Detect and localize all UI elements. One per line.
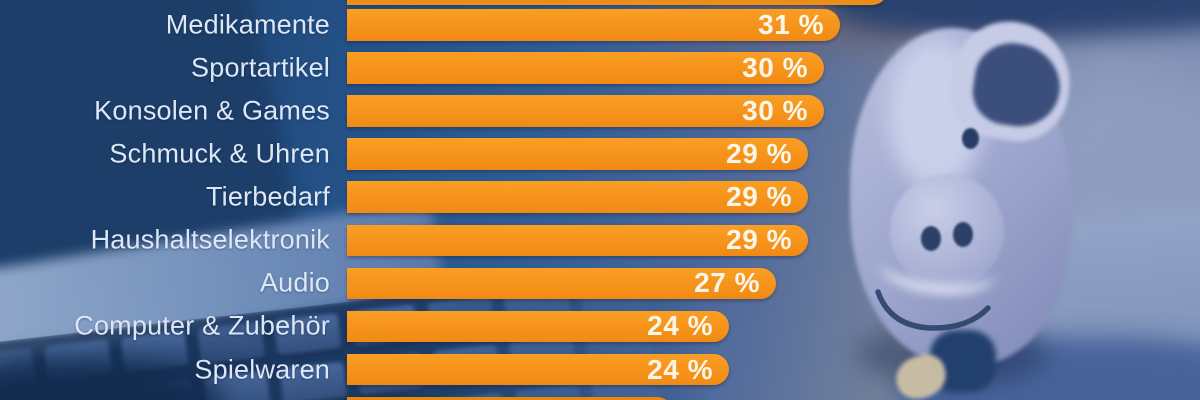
value-label: 30 % [742,94,808,126]
category-label: Schmuck & Uhren [109,138,330,169]
value-bar: 27 % [347,267,776,300]
chart-row: Sportartikel 30 % [0,52,1200,84]
category-label: Haushaltselektronik [90,224,330,255]
pig-nostril [953,222,973,247]
cutoff-bar-bottom [347,397,673,400]
value-label: 24 % [647,353,713,385]
pig-snout [890,174,1004,288]
pig-nostril [921,226,941,251]
category-label: Computer & Zubehör [74,310,330,341]
chart-row: Tierbedarf 29 % [0,181,1200,213]
chart-row: Schmuck & Uhren 29 % [0,138,1200,170]
value-label: 27 % [694,267,760,299]
value-bar: 31 % [347,9,840,41]
chart-row: Medikamente 31 % [0,9,1200,41]
value-bar: 29 % [347,224,808,256]
category-label: Medikamente [165,9,330,40]
value-label: 24 % [647,310,713,342]
chart-row: Haushaltselektronik 29 % [0,224,1200,256]
value-label: 29 % [726,181,792,213]
value-label: 30 % [742,51,808,83]
category-label: Sportartikel [191,52,330,83]
category-label: Konsolen & Games [94,95,330,126]
chart-row: Spielwaren 24 % [0,354,1200,386]
category-label: Audio [259,267,330,298]
value-bar: 24 % [347,354,729,386]
pig-eye [962,128,979,149]
value-bar: 30 % [347,52,824,84]
chart-row: Computer & Zubehör 24 % [0,310,1200,343]
value-bar: 29 % [347,181,808,213]
value-bar: 30 % [347,95,824,127]
cutoff-bar-top [347,0,888,5]
value-bar: 24 % [347,310,729,343]
chart-row: Audio 27 % [0,267,1200,300]
value-label: 29 % [726,138,792,170]
value-label: 31 % [758,8,824,40]
value-bar: 29 % [347,138,808,170]
category-label: Tierbedarf [205,181,330,212]
pig-smile [875,289,991,331]
chart-row: Konsolen & Games 30 % [0,95,1200,127]
category-label: Spielwaren [194,354,330,385]
value-label: 29 % [726,224,792,256]
